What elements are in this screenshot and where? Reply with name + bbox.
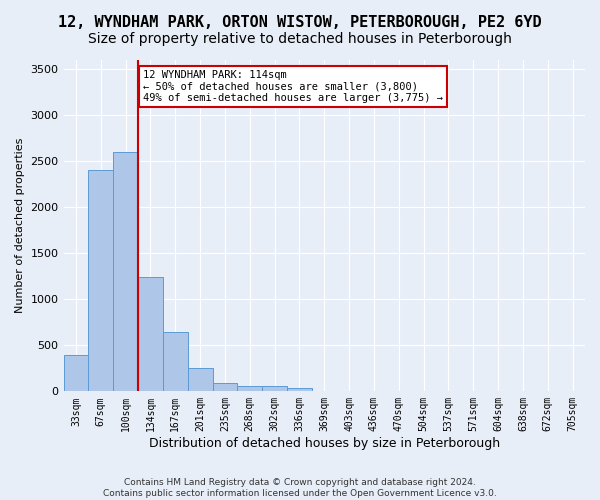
Bar <box>188 368 212 392</box>
Bar <box>212 382 238 392</box>
Bar <box>138 277 163 392</box>
Text: Size of property relative to detached houses in Peterborough: Size of property relative to detached ho… <box>88 32 512 46</box>
Text: Contains HM Land Registry data © Crown copyright and database right 2024.
Contai: Contains HM Land Registry data © Crown c… <box>103 478 497 498</box>
Bar <box>238 386 262 392</box>
Bar <box>163 332 188 392</box>
Text: 12 WYNDHAM PARK: 114sqm
← 50% of detached houses are smaller (3,800)
49% of semi: 12 WYNDHAM PARK: 114sqm ← 50% of detache… <box>143 70 443 103</box>
Bar <box>88 170 113 392</box>
Y-axis label: Number of detached properties: Number of detached properties <box>15 138 25 314</box>
X-axis label: Distribution of detached houses by size in Peterborough: Distribution of detached houses by size … <box>149 437 500 450</box>
Bar <box>113 152 138 392</box>
Text: 12, WYNDHAM PARK, ORTON WISTOW, PETERBOROUGH, PE2 6YD: 12, WYNDHAM PARK, ORTON WISTOW, PETERBOR… <box>58 15 542 30</box>
Bar <box>262 386 287 392</box>
Bar <box>64 356 88 392</box>
Bar <box>287 388 312 392</box>
